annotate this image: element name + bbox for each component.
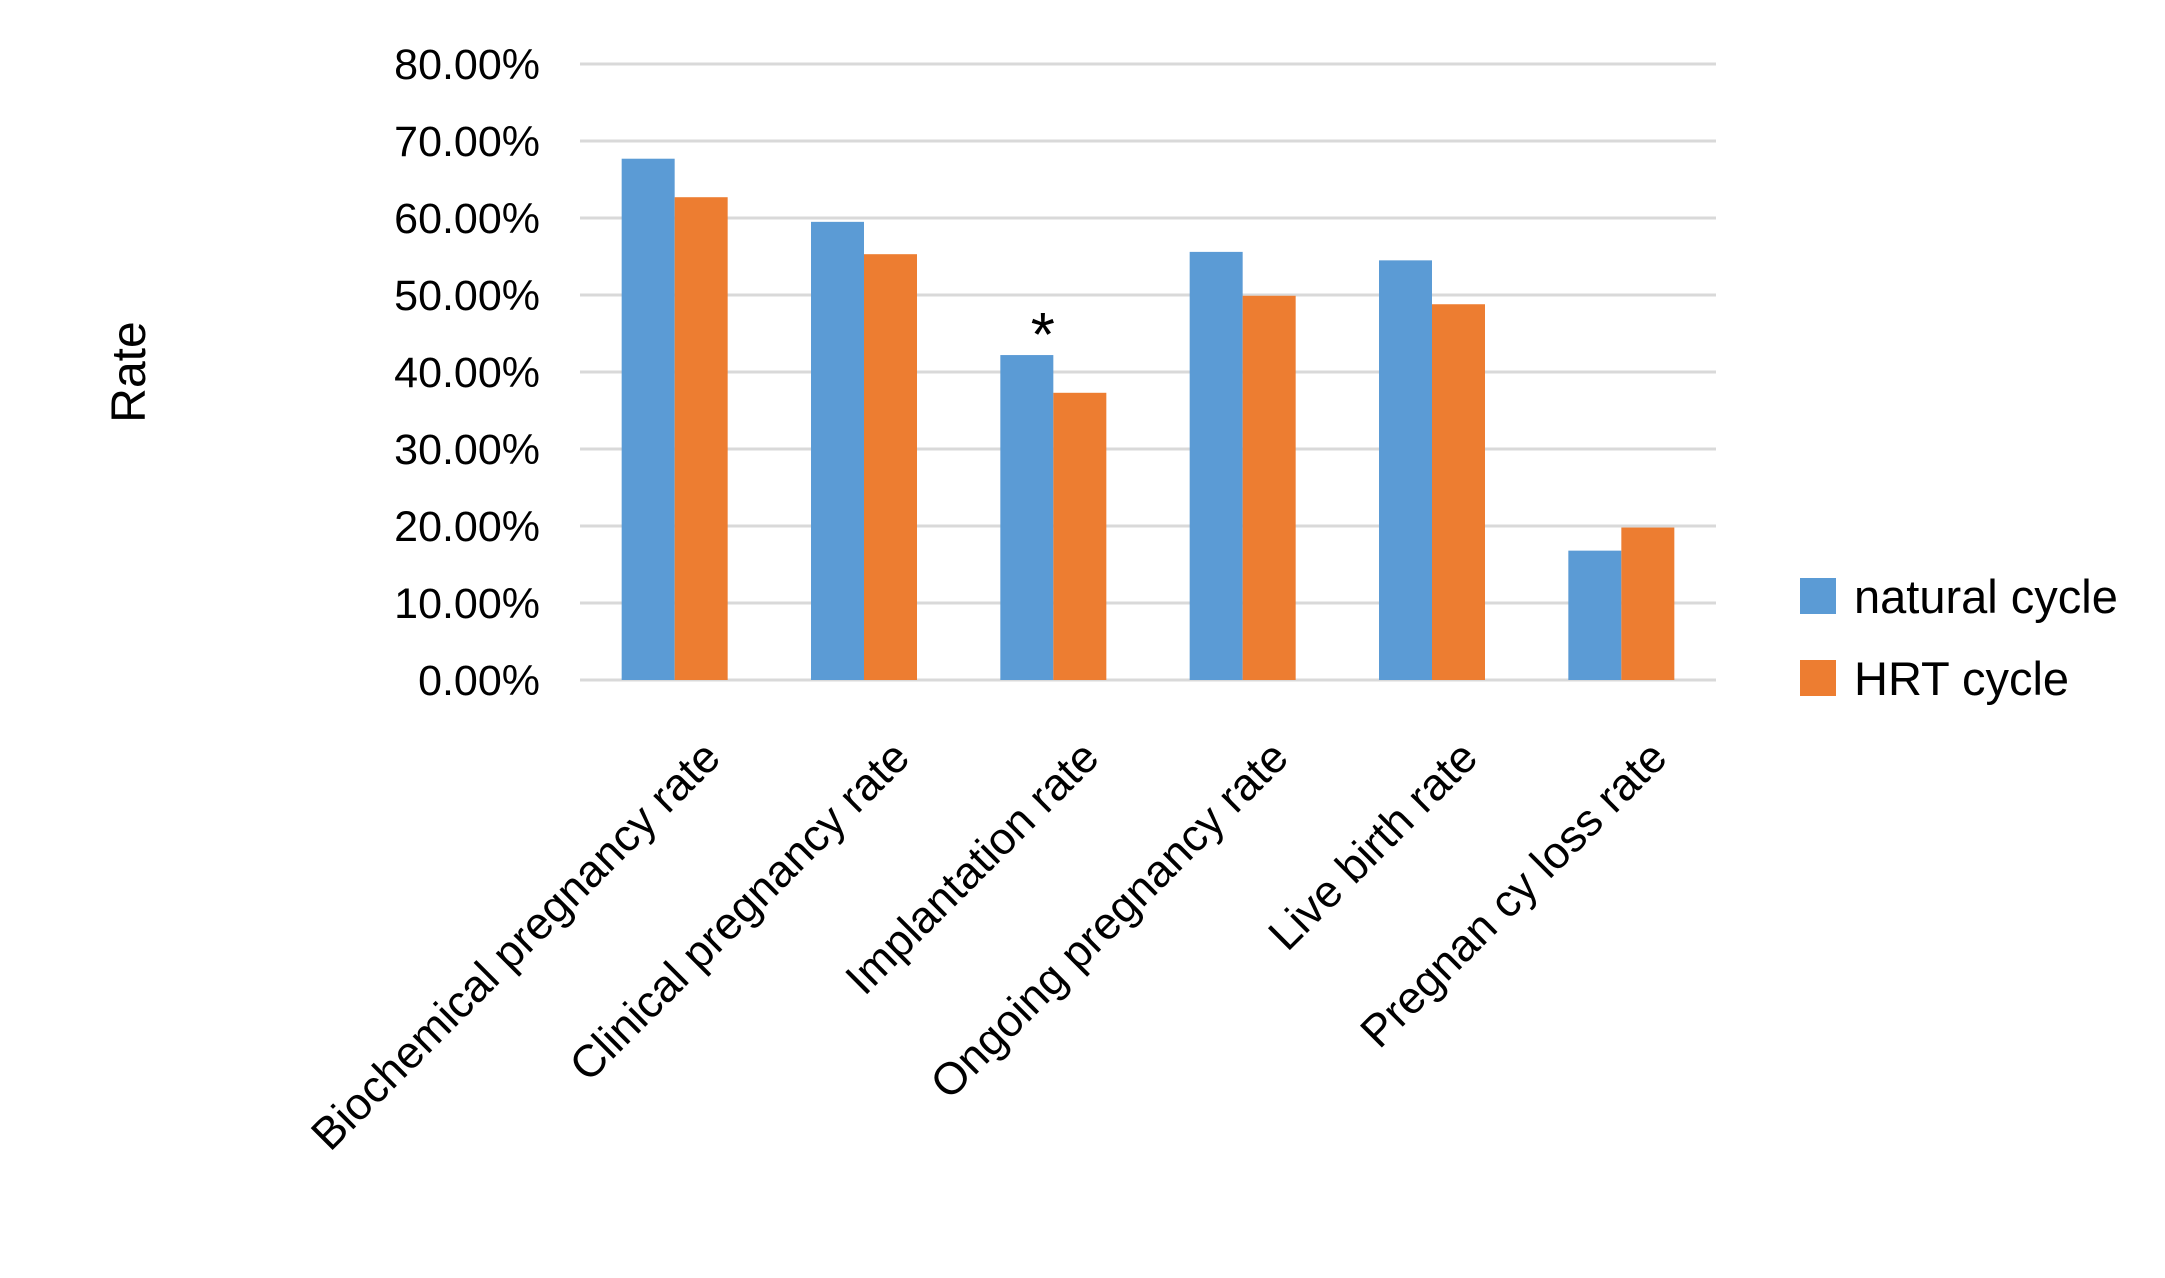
y-tick-label: 0.00% [418, 657, 540, 705]
bar-hrt-cycle [674, 197, 728, 680]
y-tick-label: 20.00% [394, 503, 540, 551]
legend-label: HRT cycle [1854, 652, 2069, 705]
x-tick-label: Ongoing pregnancy rate [920, 731, 1297, 1108]
gridlines [580, 62, 1716, 682]
y-axis-label: Rate [103, 321, 156, 422]
bars [621, 158, 1675, 680]
x-tick-label: Pregnan cy loss rate [1350, 731, 1676, 1057]
y-tick-label: 70.00% [394, 118, 540, 166]
legend-swatch [1800, 660, 1836, 696]
y-tick-label: 80.00% [394, 41, 540, 89]
bar-hrt-cycle [1432, 304, 1485, 680]
annotations: * [1031, 301, 1055, 370]
bar-hrt-cycle [1621, 527, 1675, 680]
y-tick-label: 10.00% [394, 580, 540, 628]
bar-natural-cycle [1000, 355, 1054, 680]
bar-natural-cycle [1189, 251, 1243, 680]
legend: natural cycle HRT cycle [1800, 570, 2118, 705]
x-tick-label: Clinical pregnancy rate [559, 731, 919, 1091]
legend-swatch [1800, 578, 1836, 614]
bar-natural-cycle [621, 158, 675, 680]
y-tick-label: 30.00% [394, 426, 540, 474]
y-tick-label: 40.00% [394, 349, 540, 397]
bar-natural-cycle [1568, 550, 1622, 680]
y-tick-label: 50.00% [394, 272, 540, 320]
y-tick-label: 60.00% [394, 195, 540, 243]
bar-natural-cycle [811, 221, 864, 680]
x-tick-label: Biochemical pregnancy rate [301, 731, 730, 1160]
legend-label: natural cycle [1854, 570, 2118, 623]
bar-natural-cycle [1379, 260, 1432, 680]
significance-asterisk: * [1031, 301, 1055, 370]
bar-hrt-cycle [1242, 295, 1296, 680]
y-tick-labels: 0.00% 10.00% 20.00% 30.00% 40.00% 50.00% 60.00… [394, 41, 540, 705]
bar-hrt-cycle [1053, 392, 1107, 680]
bar-hrt-cycle [864, 254, 917, 680]
